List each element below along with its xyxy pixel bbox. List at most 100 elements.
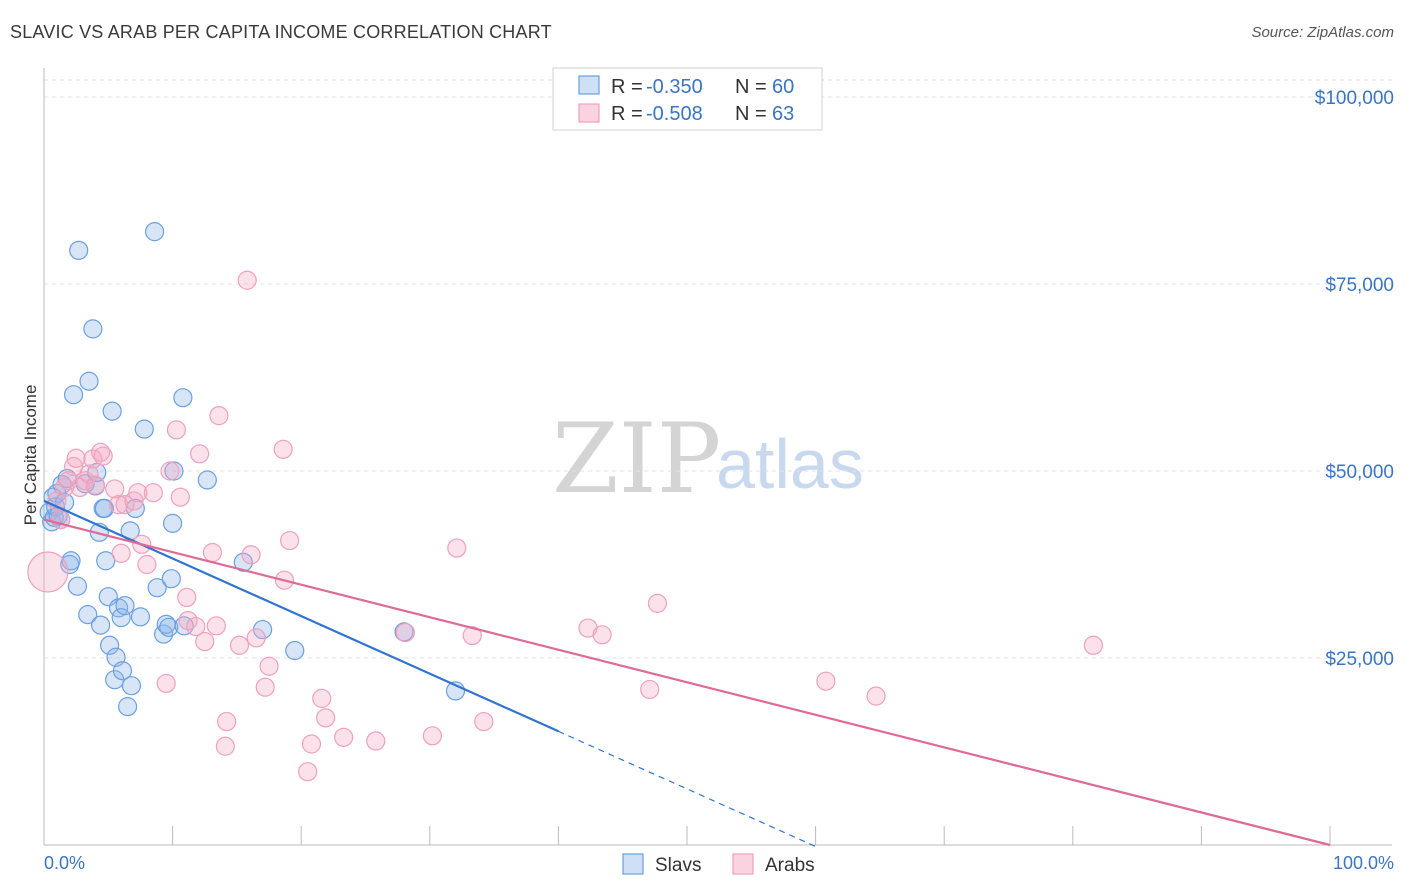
arabs-point (178, 610, 198, 631)
legend-swatch-slavs (578, 75, 600, 95)
slavs-point (83, 319, 103, 339)
legend-r-value-slavs: -0.350 (646, 76, 703, 98)
arabs-point (166, 420, 187, 440)
legend-r-value-arabs: -0.508 (646, 103, 703, 125)
bottom-legend-swatch-arabs (732, 853, 754, 875)
arabs-point (111, 543, 131, 563)
arabs-point (366, 731, 386, 751)
arabs-point (217, 711, 237, 732)
arabs-point (259, 656, 279, 676)
slavs-point (121, 676, 142, 696)
x-tick-label-max: 100.0% (1333, 853, 1394, 873)
slavs-point (134, 419, 154, 439)
y-tick-label: $100,000 (1315, 88, 1394, 109)
slavs-point (394, 622, 414, 642)
slavs-point (173, 388, 193, 408)
arabs-point (128, 483, 148, 503)
arabs-point (301, 734, 322, 754)
arabs-point (640, 679, 660, 700)
arabs-point (202, 542, 223, 563)
arabs-point (170, 487, 190, 507)
arabs-point (1083, 635, 1103, 655)
legend-r-label-arabs: R = (611, 103, 643, 125)
slavs-trend-extension (558, 730, 816, 848)
bottom-legend-label-arabs: Arabs (765, 855, 815, 876)
bottom-legend: Slavs Arabs (622, 853, 815, 876)
y-tick-label: $25,000 (1325, 649, 1394, 670)
slavs-point (94, 498, 115, 518)
arabs-point (474, 711, 494, 732)
slavs-point (67, 576, 88, 596)
slavs-point (163, 513, 183, 533)
watermark-zip: ZIP (552, 403, 721, 515)
trend-lines (43, 499, 1331, 848)
arabs-point (229, 635, 250, 655)
arabs-point (462, 625, 482, 646)
arabs-point (241, 545, 261, 565)
x-tick-label-min: 0.0% (44, 853, 85, 873)
arabs-point (186, 616, 206, 637)
legend-n-value-arabs: 63 (772, 103, 794, 125)
arabs-point (209, 406, 229, 426)
arabs-point (79, 464, 99, 484)
arabs-point (177, 587, 197, 608)
bottom-legend-swatch-slavs (622, 853, 644, 875)
slavs-point (99, 635, 120, 655)
arabs-point (85, 475, 106, 495)
arabs-point (647, 593, 668, 613)
arabs-point (312, 688, 332, 708)
arabs-point (105, 479, 125, 499)
slavs-point (90, 615, 111, 635)
arabs-point (273, 439, 293, 459)
slavs-point (102, 401, 122, 421)
arabs-point (93, 446, 113, 466)
slavs-point (63, 385, 84, 405)
legend-n-value-slavs: 60 (772, 76, 794, 98)
slavs-point (117, 697, 138, 717)
legend-box: R = -0.350 N = 60 R = -0.508 N = 63 (552, 67, 823, 131)
arabs-point (195, 631, 215, 652)
source-credit: Source: ZipAtlas.com (1251, 24, 1394, 41)
arabs-point (137, 554, 157, 575)
legend-n-label-arabs: N = (735, 103, 767, 125)
arabs-point (160, 461, 180, 481)
y-tick-label: $75,000 (1325, 275, 1394, 296)
arabs-trend-line (43, 518, 1331, 847)
slavs-point (111, 608, 131, 628)
arabs-point (334, 727, 354, 747)
arabs-point (206, 616, 226, 636)
slavs-point (233, 552, 253, 572)
arabs-point (592, 625, 612, 645)
axes: $25,000 $50,000 $75,000 $100,000 (43, 68, 1394, 846)
slavs-point (79, 371, 99, 391)
arabs-point (108, 495, 129, 515)
chart-title: SLAVIC VS ARAB PER CAPITA INCOME CORRELA… (10, 22, 552, 42)
y-axis-label: Per Capita Income (21, 385, 40, 526)
bottom-legend-label-slavs: Slavs (655, 855, 701, 876)
legend-n-label-slavs: N = (735, 76, 767, 98)
arabs-point (66, 448, 86, 468)
watermark-atlas: atlas (716, 425, 864, 503)
slavs-point (197, 470, 217, 490)
arabs-point (866, 686, 886, 706)
arabs-point (422, 726, 442, 746)
slavs-point (115, 596, 135, 616)
data-points (27, 222, 1103, 782)
arabs-point (816, 671, 836, 691)
slavs-point (69, 240, 89, 260)
arabs-point (143, 483, 163, 503)
slavs-point (112, 661, 133, 681)
slavs-point (285, 640, 305, 661)
arabs-point (58, 471, 79, 491)
legend-swatch-arabs (578, 103, 600, 123)
arabs-point (298, 762, 318, 782)
arabs-point (215, 736, 235, 756)
arabs-point (255, 677, 275, 697)
arabs-point (190, 444, 210, 464)
slavs-point (147, 578, 167, 598)
arabs-point (447, 538, 467, 558)
arabs-point (316, 708, 336, 728)
arabs-point (395, 622, 415, 643)
slavs-trend-line (43, 499, 559, 733)
slavs-point (161, 569, 181, 589)
